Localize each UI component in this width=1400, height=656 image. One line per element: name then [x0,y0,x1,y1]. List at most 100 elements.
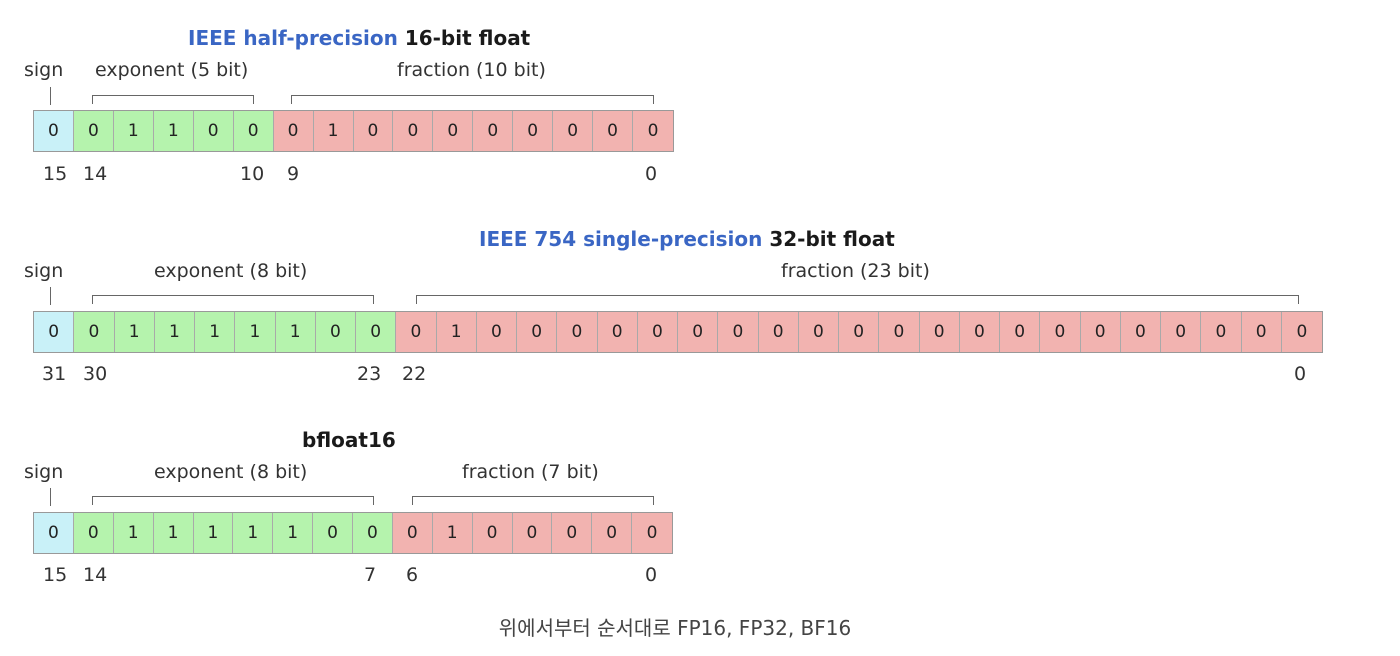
bf16-exp-bit-cell: 1 [113,513,154,553]
fp32-title-blue: IEEE 754 single-precision [479,227,763,251]
fp16-exp-bit-cell: 0 [193,111,234,151]
fp32-frac-bit-cell: 0 [517,312,558,352]
fp16-frac-bit-cell: 0 [633,111,673,151]
bf16-frac-bit-cell: 0 [392,513,433,553]
fp16-frac-bit-cell: 0 [273,111,314,151]
bf16-title-black: bfloat16 [302,428,396,452]
bf16-sign-label: sign [24,461,64,483]
fp16-frac-bit-cell: 0 [433,111,474,151]
fp16-index-frac-start: 9 [287,163,300,185]
fp32-frac-bit-cell: 0 [396,312,437,352]
bf16-frac-bit-cell: 0 [632,513,672,553]
fp32-frac-bit-cell: 0 [1241,312,1282,352]
fp32-sign-label: sign [24,260,64,282]
fp32-frac-bit-cell: 0 [1000,312,1041,352]
fp16-frac-bit-cell: 0 [473,111,514,151]
fp32-frac-bit-cell: 0 [879,312,920,352]
bf16-exp-bit-cell: 1 [193,513,234,553]
fp16-fraction-label: fraction (10 bit) [397,59,546,81]
fp16-frac-bit-cell: 0 [593,111,634,151]
bf16-frac-bit-cell: 1 [432,513,473,553]
fp32-frac-bit-cell: 0 [1120,312,1161,352]
fp16-sign-label: sign [24,59,64,81]
fp32-frac-bit-cell: 0 [919,312,960,352]
fp32-exp-bit-cell: 1 [235,312,276,352]
bf16-index-exp-start: 14 [83,564,108,586]
fp16-exp-bit-cell: 0 [73,111,114,151]
fp32-frac-bit-cell: 0 [1161,312,1202,352]
fp32-frac-bit-cell: 0 [557,312,598,352]
fp32-title: IEEE 754 single-precision 32-bit float [479,227,895,251]
fp32-exponent-label: exponent (8 bit) [154,260,308,282]
fp32-index-exp-start: 30 [83,363,108,385]
fp32-fraction-label: fraction (23 bit) [781,260,930,282]
fp32-exp-bit-cell: 0 [315,312,356,352]
fp16-frac-bit-cell: 1 [313,111,354,151]
fp32-index-exp-end: 23 [357,363,382,385]
fp16-exp-bit-cell: 0 [233,111,274,151]
bf16-exp-bit-cell: 1 [153,513,194,553]
fp32-frac-bit-cell: 0 [678,312,719,352]
bf16-exponent-label: exponent (8 bit) [154,461,308,483]
fp32-frac-bit-cell: 0 [1040,312,1081,352]
fp16-fraction-bracket [291,95,654,104]
fp16-index-exp-end: 10 [240,163,265,185]
fp16-index-frac-end: 0 [645,163,658,185]
fp16-exponent-bracket [92,95,254,104]
fp32-exp-bit-cell: 1 [114,312,155,352]
fp32-frac-bit-cell: 1 [436,312,477,352]
fp32-exponent-bracket [92,295,374,304]
fp32-frac-bit-cell: 0 [1201,312,1242,352]
fp32-frac-bit-cell: 0 [758,312,799,352]
bf16-title: bfloat16 [302,428,396,452]
fp16-frac-bit-cell: 0 [553,111,594,151]
fp32-exp-bit-cell: 0 [74,312,115,352]
bf16-index-frac-end: 0 [645,564,658,586]
figure-caption: 위에서부터 순서대로 FP16, FP32, BF16 [498,616,852,640]
fp32-exp-bit-cell: 0 [356,312,397,352]
fp16-exponent-label: exponent (5 bit) [95,59,249,81]
fp32-sign-bit-cell: 0 [34,312,75,352]
bf16-sign-tick [50,488,51,506]
bf16-frac-bit-cell: 0 [552,513,593,553]
fp32-frac-bit-cell: 0 [597,312,638,352]
bf16-fraction-label: fraction (7 bit) [462,461,599,483]
bf16-index-frac-start: 6 [406,564,419,586]
fp32-sign-tick [50,287,51,305]
bf16-exp-bit-cell: 1 [273,513,314,553]
bf16-exp-bit-cell: 1 [233,513,274,553]
bf16-exp-bit-cell: 0 [353,513,393,553]
fp16-exp-bit-cell: 1 [153,111,194,151]
fp32-frac-bit-cell: 0 [1080,312,1121,352]
fp32-frac-bit-cell: 0 [476,312,517,352]
bf16-exp-bit-cell: 0 [313,513,353,553]
fp32-frac-bit-cell: 0 [798,312,839,352]
fp16-frac-bit-cell: 0 [393,111,434,151]
fp32-frac-bit-cell: 0 [718,312,759,352]
bf16-index-sign: 15 [43,564,68,586]
bf16-frac-bit-cell: 0 [512,513,553,553]
fp32-exp-bit-cell: 1 [275,312,316,352]
fp16-title-blue: IEEE half-precision [188,26,398,50]
bf16-index-exp-end: 7 [364,564,377,586]
fp32-fraction-bracket [416,295,1299,304]
fp32-index-sign: 31 [42,363,67,385]
fp32-exp-bit-cell: 1 [154,312,195,352]
fp32-index-frac-start: 22 [402,363,427,385]
fp32-index-frac-end: 0 [1294,363,1307,385]
bf16-exp-bit-cell: 0 [73,513,114,553]
fp32-frac-bit-cell: 0 [1281,312,1322,352]
bf16-frac-bit-cell: 0 [592,513,633,553]
bf16-frac-bit-cell: 0 [472,513,513,553]
fp32-title-black: 32-bit float [769,227,895,251]
fp16-title: IEEE half-precision 16-bit float [188,26,530,50]
fp32-frac-bit-cell: 0 [637,312,678,352]
fp16-title-black: 16-bit float [404,26,531,50]
fp16-index-sign: 15 [43,163,68,185]
fp16-frac-bit-cell: 0 [353,111,394,151]
bf16-exponent-bracket [92,496,374,505]
bf16-fraction-bracket [412,496,654,505]
